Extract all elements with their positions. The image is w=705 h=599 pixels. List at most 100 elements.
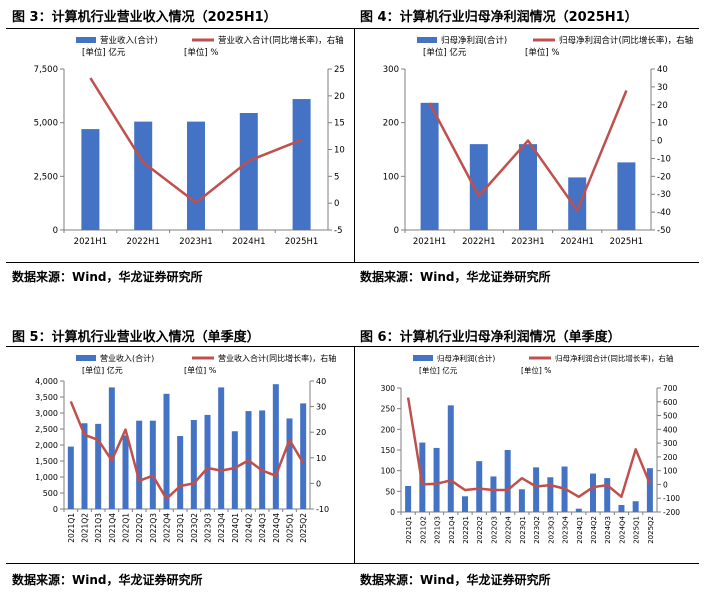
y-tick-label-right: 0 <box>334 199 339 209</box>
legend-bar-unit: [单位] 亿元 <box>82 365 123 375</box>
figure-6-chart: 归母净利润(合计) [单位] 亿元 归母净利润合计(同比增长率)，右轴 [单位] % 0… <box>381 353 681 544</box>
y-tick-label-right: 10 <box>316 454 326 463</box>
bar <box>618 504 625 512</box>
x-tick-label: 2024Q2 <box>590 516 598 544</box>
x-tick-label: 2023H1 <box>511 237 544 247</box>
legend-line-label: 归母净利润合计(同比增长率)，右轴 <box>559 35 693 46</box>
y-tick-label-left: 500 <box>43 489 58 498</box>
bar <box>81 129 100 230</box>
bar <box>575 508 582 512</box>
bar <box>568 177 587 230</box>
y-tick-label-right: 0 <box>657 137 662 147</box>
y-tick-label-right: -20 <box>657 172 671 182</box>
top-rule <box>6 28 699 29</box>
bar <box>108 387 115 509</box>
x-tick-label: 2025Q1 <box>633 516 641 544</box>
y-tick-label-right: -40 <box>657 208 671 218</box>
bar <box>590 473 596 512</box>
bar <box>420 102 439 230</box>
x-tick-label: 2023Q1 <box>519 516 527 544</box>
y-tick-label-right: 200 <box>663 453 678 462</box>
x-tick-label: 2023Q4 <box>217 513 226 543</box>
legend-bar-swatch <box>413 355 433 361</box>
y-tick-label-left: 1,000 <box>35 473 58 482</box>
bar <box>469 144 488 230</box>
x-tick-label: 2023H1 <box>179 237 212 247</box>
y-tick-label-left: 0 <box>53 226 58 236</box>
x-tick-label: 2023Q2 <box>533 516 541 544</box>
bar <box>81 423 88 509</box>
lower-divider <box>354 346 355 563</box>
figure-5-title: 图 5：计算机行业营业收入情况（单季度） <box>12 330 260 345</box>
y-tick-label-left: 2,500 <box>35 425 58 434</box>
bar <box>286 418 293 509</box>
y-tick-label-right: -10 <box>316 505 329 514</box>
x-tick-label: 2022Q2 <box>135 513 144 543</box>
x-tick-label: 2021H1 <box>413 237 446 247</box>
x-tick-label: 2021Q4 <box>448 515 456 543</box>
legend-bar-label: 营业收入(合计) <box>100 353 154 363</box>
bar <box>95 423 102 509</box>
growth-rate-line <box>69 401 305 501</box>
y-tick-label-left: 50 <box>385 487 395 496</box>
x-tick-label: 2024H1 <box>560 237 593 247</box>
x-tick-label: 2023Q3 <box>204 513 213 543</box>
bar <box>519 144 537 230</box>
x-tick-label: 2023Q1 <box>176 513 185 543</box>
bar <box>490 476 497 512</box>
x-tick-label: 2022Q2 <box>476 516 484 544</box>
bar <box>632 501 639 512</box>
x-tick-label: 2024Q1 <box>231 513 240 543</box>
bar <box>462 496 468 512</box>
y-tick-label-right: 0 <box>663 480 668 489</box>
bar <box>300 403 307 509</box>
figure-5-chart: 营业收入(合计) [单位] 亿元 营业收入合计(同比增长率)，右轴[单位] % 0 50… <box>35 353 336 543</box>
bar <box>504 450 511 512</box>
y-tick-label-left: 200 <box>381 425 396 434</box>
x-tick-label: 2022Q1 <box>122 513 131 543</box>
legend-line-label: 营业收入合计(同比增长率)，右轴 <box>218 35 344 46</box>
y-tick-label-right: -5 <box>334 226 342 236</box>
legend-line-unit: [单位] % <box>184 47 218 58</box>
bar <box>163 393 170 509</box>
y-tick-label-right: 600 <box>663 398 678 407</box>
figure-6-source: 数据来源：Wind，华龙证券研究所 <box>360 573 551 587</box>
legend-line-label: 归母净利润合计(同比增长率)，右轴 <box>555 353 673 363</box>
x-tick-label: 2024Q3 <box>604 516 612 544</box>
x-tick-label: 2023Q3 <box>547 516 555 544</box>
x-tick-label: 2023Q4 <box>562 515 570 543</box>
bar <box>476 461 483 512</box>
y-tick-label-right: 0 <box>316 479 321 488</box>
x-tick-label: 2024Q1 <box>576 516 584 544</box>
x-tick-label: 2025Q2 <box>647 516 655 544</box>
x-tick-label: 2022Q1 <box>462 516 470 544</box>
lower-top-rule <box>6 346 699 347</box>
bar <box>204 414 211 509</box>
bar <box>231 431 238 509</box>
bar <box>518 489 525 512</box>
x-tick-label: 2021Q1 <box>405 516 413 544</box>
bar <box>149 420 156 509</box>
y-tick-label-left: 5,000 <box>34 119 58 129</box>
bar <box>433 447 440 512</box>
y-tick-label-right: 20 <box>316 428 326 437</box>
legend-bar-swatch <box>417 37 437 43</box>
y-tick-label-right: -50 <box>657 226 671 236</box>
y-tick-label-right: 25 <box>334 65 345 75</box>
bar <box>239 113 258 230</box>
figure-3-source: 数据来源：Wind，华龙证券研究所 <box>12 270 203 284</box>
x-tick-label: 2024Q4 <box>618 515 626 543</box>
figure-3-title: 图 3：计算机行业营业收入情况（2025H1） <box>12 10 277 25</box>
y-tick-label-left: 2,000 <box>35 441 58 450</box>
y-tick-label-left: 0 <box>390 508 395 517</box>
bar <box>646 468 653 512</box>
figure-5-source: 数据来源：Wind，华龙证券研究所 <box>12 573 203 587</box>
y-tick-label-right: 30 <box>657 83 668 93</box>
x-tick-label: 2025Q2 <box>299 513 308 543</box>
y-tick-label-right: 5 <box>334 172 339 182</box>
growth-rate-line <box>406 397 652 499</box>
y-tick-label-right: 400 <box>663 425 678 434</box>
legend-bar-swatch <box>76 355 96 361</box>
bar <box>134 121 153 230</box>
x-tick-label: 2025H1 <box>610 237 643 247</box>
